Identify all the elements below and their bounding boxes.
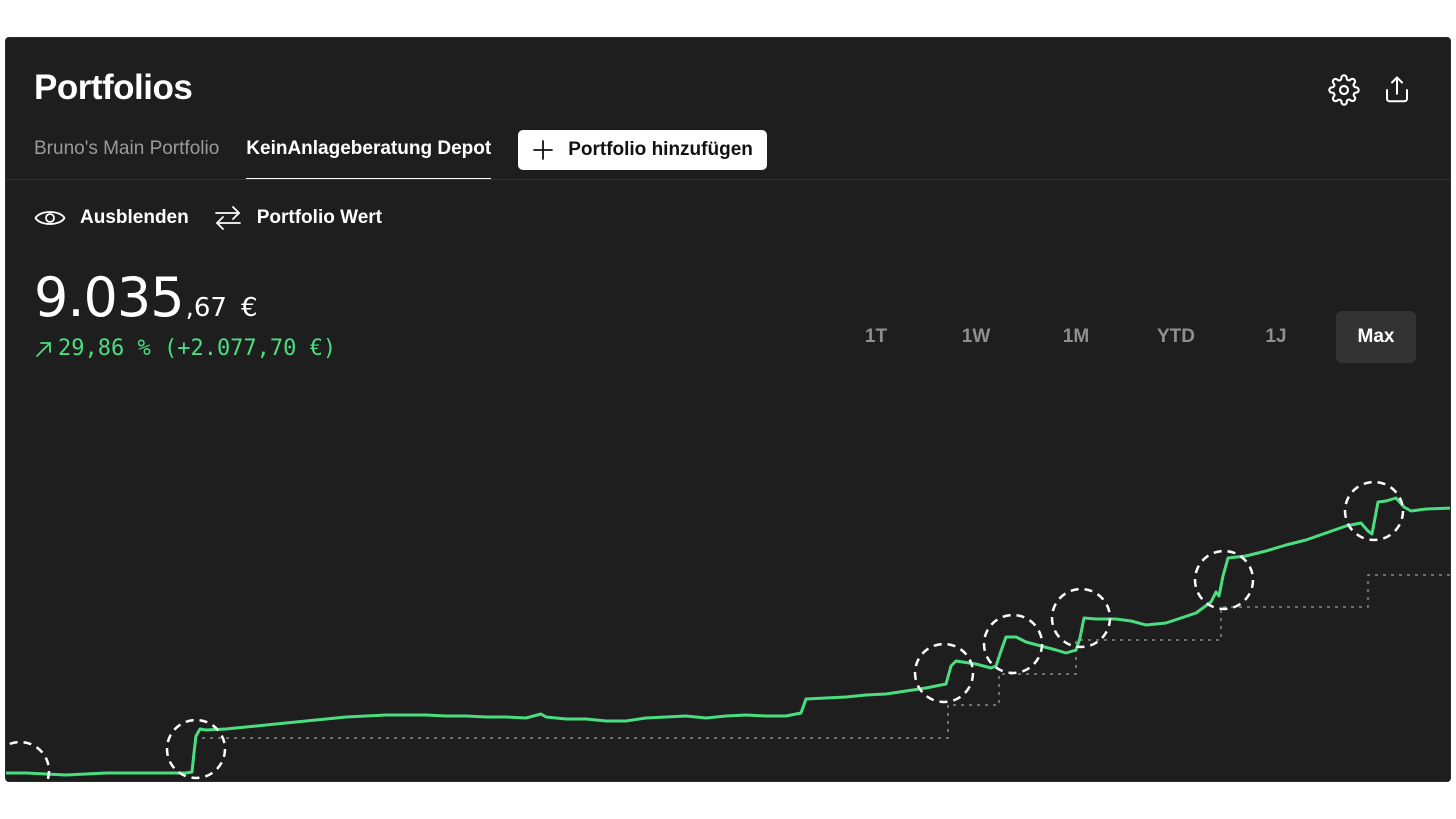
portfolio-chart xyxy=(6,480,1450,781)
gear-icon xyxy=(1328,74,1360,106)
range-max[interactable]: Max xyxy=(1336,311,1416,363)
hide-value-button[interactable]: Ausblenden xyxy=(34,206,189,230)
settings-button[interactable] xyxy=(1326,72,1362,108)
portfolio-value-decimal: ,67 xyxy=(185,293,227,323)
portfolio-value-line xyxy=(6,496,1450,777)
range-ytd[interactable]: YTD xyxy=(1157,326,1195,347)
portfolio-change-text: 29,86 % (+2.077,70 €) xyxy=(58,336,337,361)
portfolio-tabs: Bruno's Main Portfolio KeinAnlageberatun… xyxy=(34,130,767,180)
deposit-marker-circle xyxy=(6,740,51,781)
share-button[interactable] xyxy=(1379,72,1415,108)
deposit-marker-circle xyxy=(982,613,1044,675)
deposit-marker-circle xyxy=(1343,480,1405,542)
range-1j[interactable]: 1J xyxy=(1265,326,1287,347)
toggle-value-mode-button[interactable]: Portfolio Wert xyxy=(213,204,382,232)
deposit-marker-circle xyxy=(165,718,227,780)
swap-arrows-icon xyxy=(214,206,241,230)
deposit-marker-circle xyxy=(1193,549,1255,611)
time-range-selector: 1T 1W 1M YTD 1J Max xyxy=(836,311,1436,363)
add-portfolio-button[interactable]: Portfolio hinzufügen xyxy=(518,130,767,170)
share-icon xyxy=(1386,76,1408,103)
plus-icon xyxy=(532,139,554,161)
portfolio-value: 9.035 ,67 € xyxy=(34,266,258,329)
deposit-marker-circle xyxy=(1050,587,1112,649)
toggle-value-mode-label: Portfolio Wert xyxy=(256,207,382,228)
portfolio-value-currency: € xyxy=(240,293,258,323)
portfolio-panel: Portfolios Bruno's Main Portfolio KeinAn… xyxy=(5,37,1451,782)
hide-value-label: Ausblenden xyxy=(80,207,189,228)
invested-amount-line xyxy=(194,574,1450,739)
eye-icon xyxy=(34,211,66,225)
range-1w[interactable]: 1W xyxy=(961,326,991,347)
deposit-marker-circle xyxy=(913,642,975,704)
range-1t[interactable]: 1T xyxy=(864,326,888,347)
tabs-divider xyxy=(6,179,1450,180)
arrow-up-right-icon xyxy=(36,341,51,357)
tab-keinanlageberatung-depot[interactable]: KeinAnlageberatung Depot xyxy=(246,130,492,180)
add-portfolio-label: Portfolio hinzufügen xyxy=(568,139,753,160)
portfolio-value-integer: 9.035 xyxy=(34,266,185,329)
actions-row: Ausblenden Portfolio Wert xyxy=(34,204,406,232)
portfolio-change: 29,86 % (+2.077,70 €) xyxy=(34,336,336,361)
tab-brunos-main-portfolio[interactable]: Bruno's Main Portfolio xyxy=(34,138,220,159)
page-title: Portfolios xyxy=(34,68,193,107)
range-1m[interactable]: 1M xyxy=(1062,326,1090,347)
